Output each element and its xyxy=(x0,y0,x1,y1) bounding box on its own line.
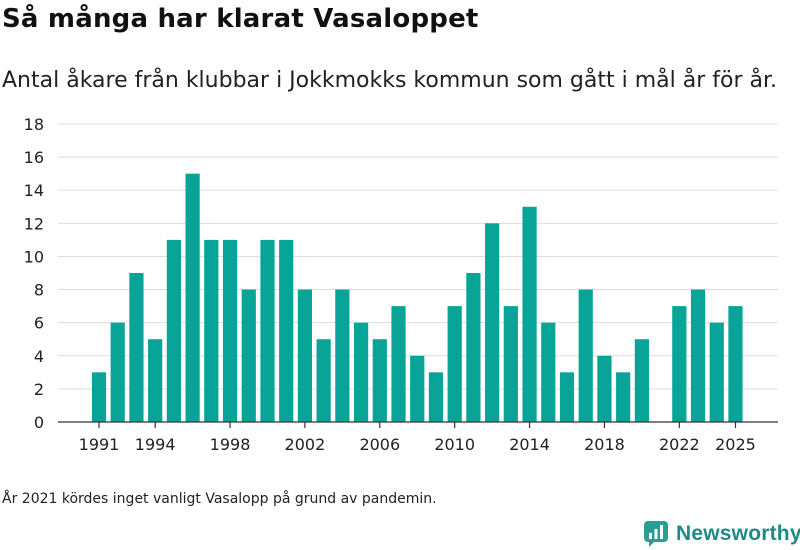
x-tick-label: 2002 xyxy=(285,435,326,454)
x-tick-label: 2018 xyxy=(584,435,625,454)
x-tick-label: 1991 xyxy=(79,435,120,454)
bar-1991 xyxy=(91,372,107,422)
bar-2020 xyxy=(634,339,649,422)
y-tick-label: 8 xyxy=(34,281,44,300)
newsworthy-logo-icon xyxy=(644,521,668,547)
bar-2002 xyxy=(297,289,313,422)
bars xyxy=(91,173,743,422)
x-tick-label: 1998 xyxy=(210,435,251,454)
y-tick-label: 10 xyxy=(24,247,44,266)
y-axis-ticks: 0 2 4 6 8 10 12 14 16 18 xyxy=(24,115,44,432)
bar-2023 xyxy=(690,289,706,422)
bar-2007 xyxy=(391,306,406,422)
bar-2025 xyxy=(728,306,743,422)
newsworthy-logo-text: Newsworthy xyxy=(676,522,800,545)
chart-subtitle: Antal åkare från klubbar i Jokkmokks kom… xyxy=(2,68,778,93)
bar-1996 xyxy=(185,173,200,422)
bar-2013 xyxy=(503,306,518,422)
bar-2014 xyxy=(522,206,537,422)
bar-2000 xyxy=(260,239,275,422)
y-tick-label: 14 xyxy=(24,181,44,200)
bar-chart: 0 2 4 6 8 10 12 14 16 18 1991 1994 1998 2002 2006 2010… xyxy=(24,115,778,454)
y-tick-label: 0 xyxy=(34,413,44,432)
bar-2006 xyxy=(372,339,387,422)
footnote: År 2021 kördes inget vanligt Vasalopp på… xyxy=(2,491,437,507)
bar-2019 xyxy=(616,372,631,422)
bar-2001 xyxy=(279,239,294,422)
y-tick-label: 16 xyxy=(24,148,44,167)
y-tick-label: 2 xyxy=(34,380,44,399)
x-tick-label: 2025 xyxy=(715,435,756,454)
bar-2012 xyxy=(485,223,500,422)
x-tick-label: 2010 xyxy=(434,435,475,454)
bar-2016 xyxy=(559,372,575,422)
x-tick-label: 2006 xyxy=(359,435,400,454)
bar-2018 xyxy=(597,355,612,422)
bar-1998 xyxy=(222,239,238,422)
bar-2008 xyxy=(410,355,425,422)
y-tick-label: 12 xyxy=(24,214,44,233)
bar-2011 xyxy=(466,273,481,422)
x-axis-ticks: 1991 1994 1998 2002 2006 2010 2014 2018 2022 2025 xyxy=(79,422,756,454)
bar-2009 xyxy=(428,372,444,422)
gridlines xyxy=(58,123,778,390)
bar-2017 xyxy=(578,289,593,422)
bar-1992 xyxy=(110,322,125,422)
y-tick-label: 18 xyxy=(24,115,44,134)
x-tick-label: 1994 xyxy=(135,435,176,454)
bar-1993 xyxy=(129,273,144,422)
x-tick-label: 2014 xyxy=(509,435,550,454)
bar-1999 xyxy=(241,289,256,422)
x-tick-label: 2022 xyxy=(659,435,700,454)
bar-2022 xyxy=(672,306,687,422)
y-tick-label: 4 xyxy=(34,347,44,366)
chart-title: Så många har klarat Vasaloppet xyxy=(2,4,479,34)
bar-2004 xyxy=(335,289,350,422)
bar-2010 xyxy=(447,306,462,422)
bar-1994 xyxy=(148,339,163,422)
bar-1995 xyxy=(166,239,181,422)
newsworthy-logo: Newsworthy xyxy=(644,519,800,549)
y-tick-label: 6 xyxy=(34,314,44,333)
bar-2005 xyxy=(353,322,369,422)
bar-2015 xyxy=(541,322,556,422)
bar-2024 xyxy=(709,322,724,422)
bar-2003 xyxy=(316,339,331,422)
bar-1997 xyxy=(204,239,219,422)
